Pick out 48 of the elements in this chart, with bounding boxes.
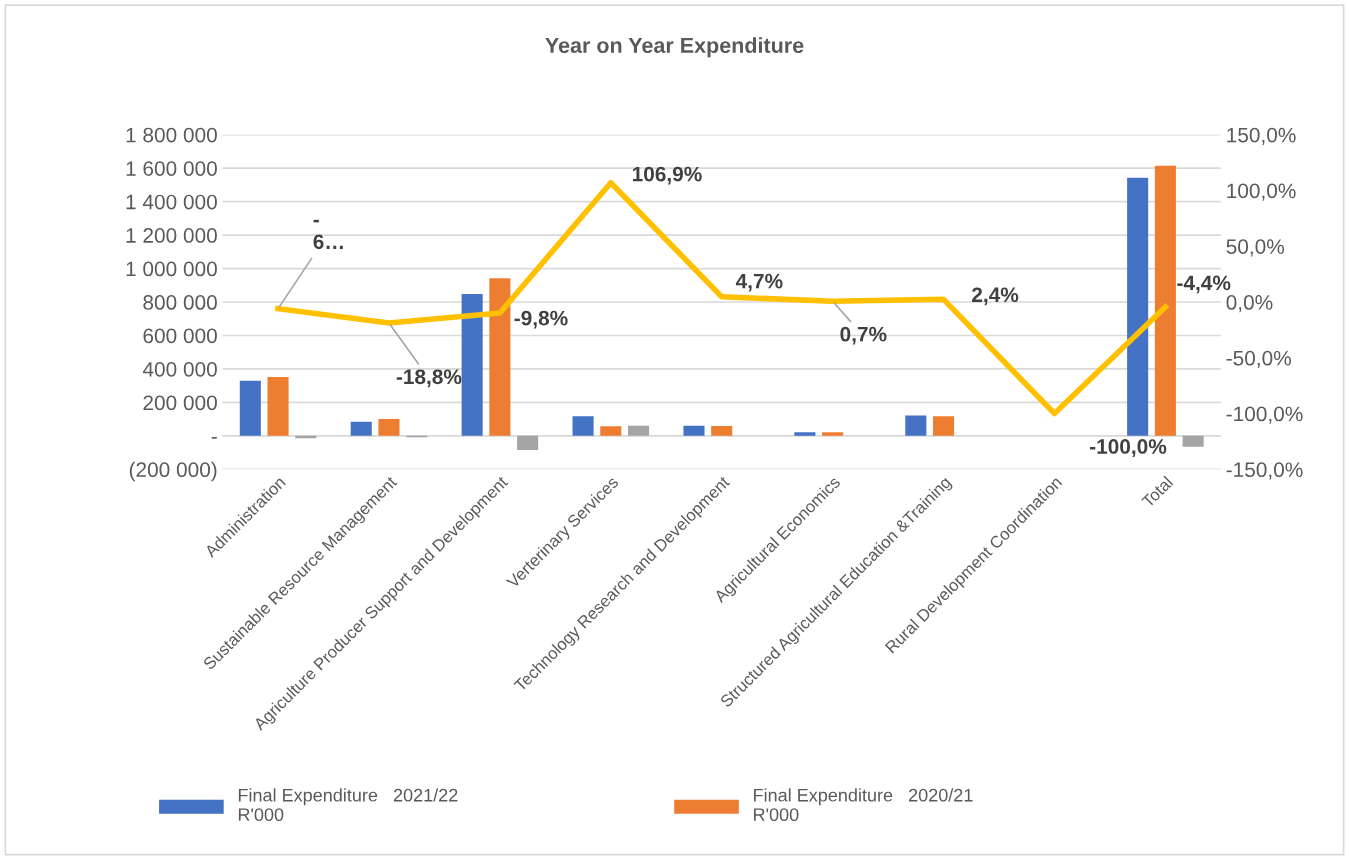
bar [350, 421, 372, 436]
y2-tick-label: 0,0% [1226, 295, 1273, 313]
bar [1127, 177, 1149, 436]
bar [683, 425, 705, 436]
bar [711, 425, 733, 436]
y2-tick-label: 100,0% [1227, 183, 1296, 201]
bar [461, 293, 483, 436]
bar [572, 416, 594, 436]
y-tick-label: 800 000 [143, 295, 217, 310]
y-tick-label: 1 400 000 [126, 194, 217, 210]
bar [600, 426, 622, 436]
bar [239, 380, 261, 436]
y2-tick-label: 150,0% [1227, 127, 1296, 145]
bar [517, 435, 539, 451]
legend-label: Final Expenditure 2020/21 R'000 [754, 788, 973, 822]
y2-tick-label: 50,0% [1226, 239, 1285, 257]
bar [1182, 435, 1204, 447]
bar [905, 415, 927, 436]
y-tick-label: 1 600 000 [126, 161, 217, 176]
bar [627, 425, 650, 436]
y-tick-label: - [211, 437, 217, 439]
y-tick-label: 1 800 000 [126, 127, 217, 143]
data-label: - 6… [313, 219, 343, 250]
data-label: 4,7% [735, 273, 783, 292]
y-tick-label: 600 000 [143, 328, 217, 344]
data-label: 0,7% [840, 326, 887, 345]
data-label: 106,9% [632, 166, 702, 185]
y2-tick-label: -50,0% [1226, 350, 1291, 368]
bar [794, 432, 816, 436]
bar [933, 416, 955, 436]
data-label: 2,4% [972, 287, 1019, 306]
bar [267, 376, 289, 436]
y-tick-label: 1 200 000 [126, 228, 217, 243]
y2-tick-label: -100,0% [1226, 406, 1303, 424]
data-label: -4,4% [1177, 275, 1231, 294]
data-label: -100,0% [1090, 439, 1167, 457]
y-tick-label: 1 000 000 [126, 261, 217, 277]
y-tick-label: 400 000 [142, 361, 217, 377]
data-label: -18,8% [396, 369, 462, 388]
y-tick-label: 200 000 [143, 395, 217, 411]
bar [1154, 165, 1176, 436]
y2-tick-label: -150,0% [1226, 462, 1303, 480]
bar [822, 432, 844, 436]
legend-label: Final Expenditure 2021/22 R'000 [238, 788, 458, 822]
bar [378, 418, 400, 436]
data-label: -9,8% [514, 310, 568, 329]
chart-title: Year on Year Expenditure [545, 37, 804, 58]
bar [489, 278, 511, 436]
